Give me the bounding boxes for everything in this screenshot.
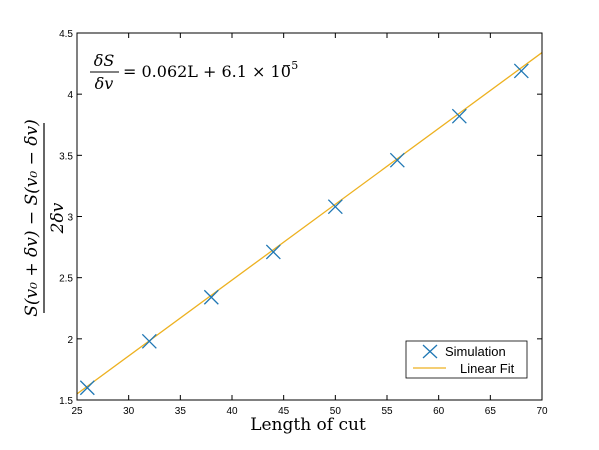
equation-numerator: δS bbox=[94, 51, 115, 70]
x-tick-label: 60 bbox=[433, 406, 445, 417]
x-tick-label: 35 bbox=[175, 406, 187, 417]
y-axis-label: S(v₀ + δv) − S(v₀ − δv) 2δv bbox=[22, 119, 68, 317]
plot-area bbox=[76, 52, 543, 396]
data-point bbox=[389, 152, 405, 168]
x-tick-label: 55 bbox=[381, 406, 393, 417]
x-tick-label: 45 bbox=[278, 406, 290, 417]
y-axis-label-numerator: S(v₀ + δv) − S(v₀ − δv) bbox=[22, 119, 42, 317]
y-axis-label-denominator: 2δv bbox=[48, 202, 68, 234]
data-point bbox=[141, 333, 157, 349]
x-tick-label: 30 bbox=[123, 406, 135, 417]
data-point bbox=[513, 63, 529, 79]
x-tick-label: 40 bbox=[226, 406, 238, 417]
data-point bbox=[327, 199, 343, 215]
y-tick-label: 1.5 bbox=[59, 396, 73, 407]
data-point bbox=[203, 289, 219, 305]
legend-label-simulation: Simulation bbox=[445, 344, 506, 359]
x-tick-label: 25 bbox=[71, 406, 83, 417]
y-tick-label: 2.5 bbox=[59, 274, 73, 285]
y-tick-label: 3.5 bbox=[59, 151, 73, 162]
equation-denominator: δv bbox=[95, 74, 114, 93]
legend-marker-simulation bbox=[422, 344, 438, 359]
x-tick-label: 65 bbox=[485, 406, 497, 417]
data-point bbox=[265, 244, 281, 260]
x-axis-label: Length of cut bbox=[250, 415, 366, 435]
data-point bbox=[79, 380, 95, 396]
equation-rhs: = 0.062L + 6.1 × 10 bbox=[123, 62, 291, 81]
equation-exponent: −5 bbox=[282, 59, 298, 72]
legend-label-linear-fit: Linear Fit bbox=[460, 361, 515, 376]
fit-equation: δS δv = 0.062L + 6.1 × 10 −5 bbox=[90, 51, 298, 93]
x-tick-label: 70 bbox=[536, 406, 548, 417]
data-point bbox=[451, 108, 467, 124]
legend: Simulation Linear Fit bbox=[405, 340, 528, 379]
y-tick-label: 2 bbox=[67, 335, 73, 346]
y-tick-label: 4.5 bbox=[59, 29, 73, 40]
y-tick-label: 3 bbox=[67, 213, 73, 224]
axis-ticks: 25 30 35 40 45 50 55 60 65 70 1.5 2 2.5 3 3.5 4 4.5 bbox=[59, 29, 548, 417]
y-tick-label: 4 bbox=[67, 90, 73, 101]
x-tick-label: 50 bbox=[330, 406, 342, 417]
